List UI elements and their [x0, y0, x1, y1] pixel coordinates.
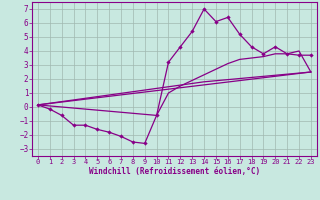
X-axis label: Windchill (Refroidissement éolien,°C): Windchill (Refroidissement éolien,°C): [89, 167, 260, 176]
